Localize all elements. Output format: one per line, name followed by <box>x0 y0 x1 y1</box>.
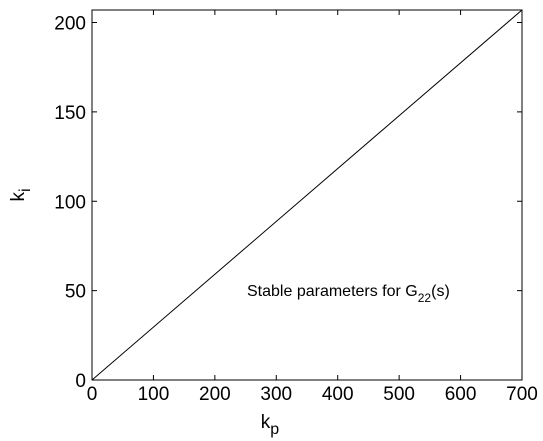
y-tick-label: 0 <box>75 371 86 392</box>
x-label-main: k <box>261 412 271 433</box>
y-tick-label: 100 <box>54 192 86 213</box>
y-tick-label: 150 <box>54 103 86 124</box>
y-label-main: k <box>8 192 29 202</box>
y-tick-label: 50 <box>65 282 86 303</box>
y-tick-label: 200 <box>54 14 86 35</box>
x-tick-label: 500 <box>383 384 415 405</box>
x-tick-label: 0 <box>87 384 98 405</box>
x-tick-label: 400 <box>322 384 354 405</box>
x-tick-label: 600 <box>445 384 477 405</box>
x-tick-label: 300 <box>260 384 292 405</box>
x-label-sub: p <box>270 421 279 438</box>
x-axis-label: kp <box>261 412 280 438</box>
x-tick-label: 200 <box>199 384 231 405</box>
y-label-sub: i <box>17 188 34 192</box>
x-tick-label: 100 <box>138 384 170 405</box>
annotation-tail: (s) <box>431 283 450 300</box>
y-axis-label: ki <box>8 188 34 201</box>
data-line <box>91 9 523 381</box>
x-tick-label: 700 <box>506 384 538 405</box>
annotation: Stable parameters for G22(s) <box>247 283 450 305</box>
plot-frame <box>91 9 523 381</box>
annotation-sub: 22 <box>418 291 432 305</box>
annotation-main: Stable parameters for G <box>247 283 418 300</box>
